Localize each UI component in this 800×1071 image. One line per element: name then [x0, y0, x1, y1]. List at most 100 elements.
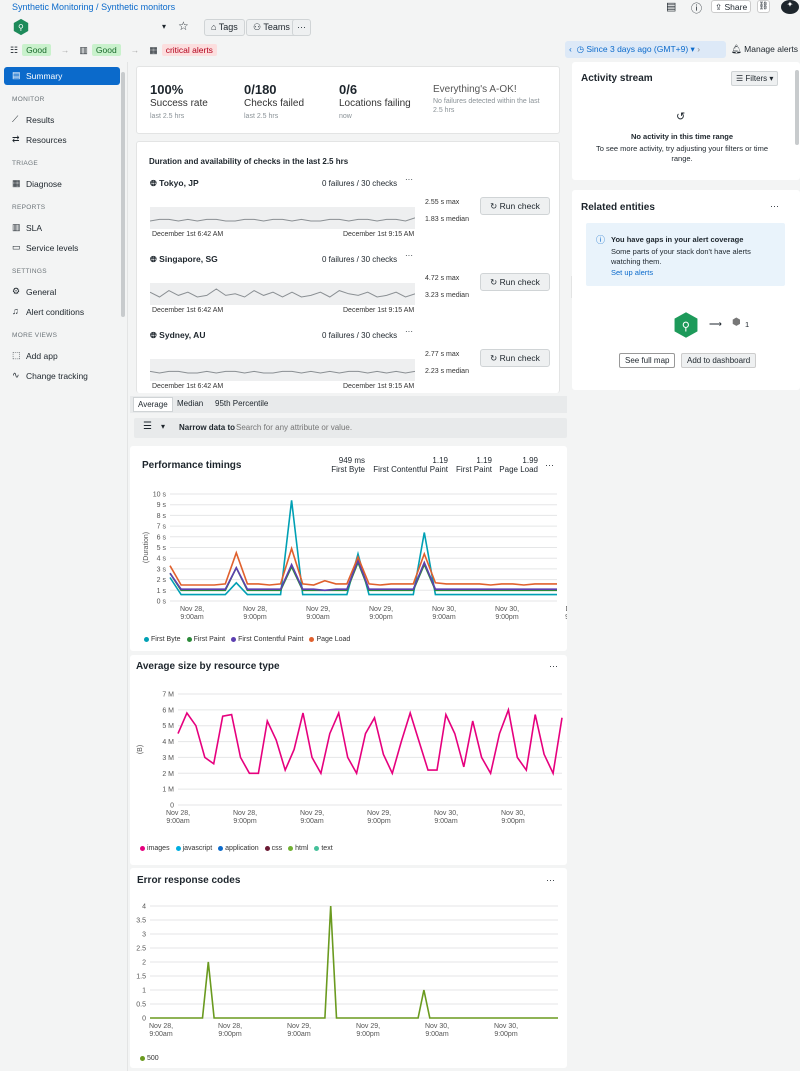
svg-text:⚲: ⚲	[18, 22, 24, 32]
sidebar-item-add-app[interactable]: ⬚ Add app	[4, 347, 120, 365]
legend-swatch	[140, 1056, 145, 1061]
legend-item[interactable]: Page Load	[309, 636, 350, 643]
legend-item[interactable]: First Byte	[144, 636, 181, 643]
more-button[interactable]: ···	[292, 19, 311, 36]
location-name: 🌐︎ Singapore, SG	[150, 254, 218, 265]
time-range-picker[interactable]: ‹ ◷ Since 3 days ago (GMT+9) ▾ ›	[565, 41, 726, 58]
sidebar: ▤ Summary MONITOR ⟋ Results ⇄ Resources TRI…	[0, 62, 127, 392]
sidebar-heading-more-views: MORE VIEWS	[12, 332, 57, 339]
right-panel-scrollbar[interactable]	[795, 70, 799, 145]
legend-swatch	[231, 637, 236, 642]
y-tick-label: 0	[170, 803, 174, 810]
x-tick-label: Nov 29,	[367, 810, 391, 817]
hexagon-icon: ⬢	[732, 317, 741, 328]
help-icon[interactable]: ⓘ	[691, 0, 702, 16]
location-failures: 0 failures / 30 checks	[322, 179, 397, 188]
legend-item[interactable]: application	[218, 845, 258, 852]
location-max: 4.72 s max	[425, 275, 459, 282]
feedback-icon[interactable]: ▤	[666, 0, 676, 13]
sidebar-label-summary: Summary	[26, 71, 62, 81]
favorite-star-icon[interactable]: ☆	[178, 19, 189, 33]
legend-item[interactable]: First Contentful Paint	[231, 636, 303, 643]
sidebar-scrollbar[interactable]	[121, 72, 125, 317]
sidebar-item-service-levels[interactable]: ▭ Service levels	[4, 239, 120, 257]
checks-title: Duration and availability of checks in t…	[149, 157, 348, 166]
filters-button[interactable]: ☰ Filters ▾	[731, 71, 778, 86]
chevron-left-icon[interactable]: ‹	[569, 44, 574, 54]
breadcrumb-current[interactable]: Synthetic monitors	[101, 2, 175, 12]
kpi-value: 0/180	[244, 82, 304, 97]
run-check-button[interactable]: ↻ Run check	[480, 273, 550, 291]
panel-menu-icon[interactable]: ···	[545, 460, 554, 470]
location-menu-icon[interactable]: ···	[405, 251, 413, 260]
entity-node-icon[interactable]: ⚲	[673, 311, 699, 339]
y-tick-label: 4 M	[162, 739, 174, 746]
y-tick-label: 6 s	[157, 534, 167, 541]
tab-95th-percentile[interactable]: 95th Percentile	[211, 397, 272, 412]
sidebar-item-diagnose[interactable]: ▦ Diagnose	[4, 175, 120, 193]
add-to-dashboard-button[interactable]: Add to dashboard	[681, 353, 756, 368]
sparkline-to: December 1st 9:15 AM	[343, 231, 414, 238]
filter-icon[interactable]: ☰	[143, 421, 152, 432]
x-tick-label: Nov 28,	[180, 606, 204, 613]
kpi-label: Success rate	[150, 98, 208, 109]
tab-median[interactable]: Median	[173, 397, 207, 412]
chevron-right-icon[interactable]: ›	[697, 44, 700, 54]
legend-item[interactable]: html	[288, 845, 308, 852]
run-check-button[interactable]: ↻ Run check	[480, 349, 550, 367]
share-button[interactable]: ⇪ Share	[711, 0, 751, 13]
breadcrumb-parent[interactable]: Synthetic Monitoring	[12, 2, 94, 12]
legend-item[interactable]: javascript	[176, 845, 213, 852]
teams-button[interactable]: ⚇ Teams	[246, 19, 297, 36]
y-tick-label: 7 M	[162, 692, 174, 699]
legend-item[interactable]: First Paint	[187, 636, 226, 643]
critical-alerts-badge[interactable]: critical alerts	[162, 44, 217, 56]
sidebar-item-summary[interactable]: ▤ Summary	[4, 67, 120, 85]
sidebar-item-change-tracking[interactable]: ∿ Change tracking	[4, 367, 120, 385]
location-menu-icon[interactable]: ···	[405, 327, 413, 336]
title-dropdown-icon[interactable]: ▾	[162, 22, 166, 31]
filter-dropdown-icon[interactable]: ▾	[161, 422, 165, 431]
filters-icon: ☰	[736, 74, 745, 83]
sparkline-from: December 1st 6:42 AM	[152, 383, 223, 390]
status-badge-good-1[interactable]: Good	[22, 44, 51, 56]
sidebar-item-sla[interactable]: ▥ SLA	[4, 219, 120, 237]
filter-search-input[interactable]	[236, 420, 556, 435]
y-tick-label: 1.5	[136, 974, 146, 981]
sidebar-item-results[interactable]: ⟋ Results	[4, 111, 120, 129]
see-full-map-button[interactable]: See full map	[619, 353, 675, 368]
status-badge-good-2[interactable]: Good	[92, 44, 121, 56]
legend-item[interactable]: 500	[140, 1055, 159, 1062]
location-sparkline	[150, 283, 415, 305]
panel-menu-icon[interactable]: ···	[770, 201, 779, 211]
set-up-alerts-link[interactable]: Set up alerts	[611, 268, 653, 277]
performance-legend: First Byte First Paint First Contentful Pa…	[144, 636, 350, 643]
top-header: Synthetic Monitoring / Synthetic monitor…	[0, 0, 800, 62]
related-entities-panel: Related entities ··· ⓘ You have gaps in …	[572, 190, 800, 390]
svg-text:⚲: ⚲	[682, 319, 690, 333]
panel-menu-icon[interactable]: ···	[546, 875, 555, 885]
tab-average[interactable]: Average	[133, 397, 173, 412]
filters-label: Filters	[745, 74, 767, 83]
legend-item[interactable]: images	[140, 845, 170, 852]
metric-label: First Contentful Paint	[368, 465, 448, 474]
entity-logo-icon: ⚲	[12, 18, 30, 36]
legend-item[interactable]: text	[314, 845, 332, 852]
manage-alerts-button[interactable]: 🔔︎ Manage alerts	[731, 44, 798, 55]
x-tick-label: Nov 29,	[287, 1023, 311, 1030]
y-tick-label: 1 M	[162, 787, 174, 794]
sidebar-item-resources[interactable]: ⇄ Resources	[4, 131, 120, 149]
sidebar-item-general[interactable]: ⚙ General	[4, 283, 120, 301]
globe-icon: 🌐︎	[150, 178, 159, 188]
legend-item[interactable]: css	[265, 845, 283, 852]
sidebar-item-alert-conditions[interactable]: ♫ Alert conditions	[4, 303, 120, 321]
panel-menu-icon[interactable]: ···	[549, 661, 558, 671]
gear-icon: ⚙	[12, 286, 20, 297]
tags-button[interactable]: ⌂ Tags	[204, 19, 245, 36]
location-menu-icon[interactable]: ···	[405, 175, 413, 184]
more-label: ···	[297, 22, 306, 32]
link-icon[interactable]: ⛓	[757, 0, 770, 13]
ai-assistant-icon[interactable]: ✦	[781, 0, 799, 14]
run-check-button[interactable]: ↻ Run check	[480, 197, 550, 215]
bell-icon: ♫	[12, 306, 19, 316]
